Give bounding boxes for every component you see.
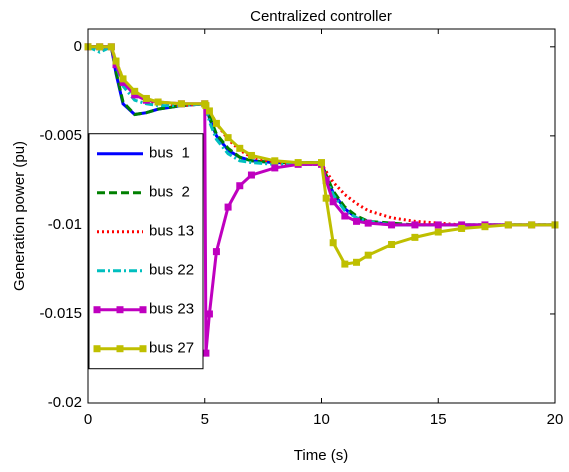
- legend-box: [88, 133, 204, 370]
- legend-label: bus 27: [149, 340, 194, 357]
- legend-label: bus 1: [149, 145, 190, 162]
- point-marker: [458, 221, 466, 229]
- y-tick-label: -0.015: [39, 305, 82, 322]
- y-tick-label: -0.02: [48, 394, 82, 411]
- x-tick-label: 10: [313, 411, 330, 428]
- chart-title: Centralized controller: [250, 8, 392, 25]
- x-tick-label: 0: [84, 411, 92, 428]
- point-marker: [247, 151, 255, 159]
- legend-marker: [116, 306, 124, 314]
- legend-marker: [139, 345, 147, 353]
- point-marker: [341, 212, 349, 220]
- plot-frame: [87, 28, 556, 404]
- point-marker: [322, 176, 330, 184]
- point-marker: [205, 107, 213, 115]
- y-axis-label: Generation power (pu): [11, 141, 28, 291]
- point-marker: [322, 194, 330, 202]
- point-marker: [353, 258, 361, 266]
- legend: bus 1 bus 2 bus 13 bus 22 bus 23 bus 27: [88, 133, 204, 370]
- point-marker: [142, 94, 150, 102]
- point-marker: [481, 223, 489, 231]
- y-tick-label: -0.005: [39, 127, 82, 144]
- legend-label: bus 13: [149, 223, 194, 240]
- point-marker: [119, 75, 127, 83]
- point-marker: [131, 91, 139, 99]
- legend-marker: [93, 306, 101, 314]
- point-marker: [271, 164, 279, 172]
- point-marker: [154, 98, 162, 106]
- point-marker: [388, 240, 396, 248]
- point-marker: [364, 219, 372, 227]
- point-marker: [205, 310, 213, 318]
- point-marker: [112, 57, 120, 65]
- point-marker: [364, 251, 372, 259]
- point-marker: [202, 102, 210, 110]
- point-marker: [107, 43, 115, 51]
- point-marker: [341, 260, 349, 268]
- point-marker: [434, 221, 442, 229]
- point-marker: [224, 134, 232, 142]
- legend-marker: [116, 345, 124, 353]
- legend-label: bus 23: [149, 301, 194, 318]
- legend-marker: [93, 345, 101, 353]
- point-marker: [434, 228, 442, 236]
- point-marker: [329, 198, 337, 206]
- point-marker: [353, 217, 361, 225]
- x-tick-label: 5: [201, 411, 209, 428]
- point-marker: [271, 157, 279, 165]
- point-marker: [236, 182, 244, 190]
- point-marker: [224, 203, 232, 211]
- point-marker: [318, 159, 325, 167]
- point-marker: [294, 159, 302, 167]
- x-axis-label: Time (s): [294, 447, 348, 464]
- y-tick-label: -0.01: [48, 216, 82, 233]
- point-marker: [411, 233, 419, 241]
- point-marker: [388, 221, 396, 229]
- x-tick-label: 15: [430, 411, 447, 428]
- point-marker: [202, 349, 210, 357]
- point-marker: [329, 239, 337, 247]
- point-marker: [131, 87, 139, 95]
- point-marker: [528, 221, 536, 229]
- point-marker: [96, 43, 104, 51]
- point-marker: [212, 119, 220, 127]
- point-marker: [411, 221, 419, 229]
- legend-marker: [139, 306, 147, 314]
- point-marker: [212, 248, 220, 256]
- point-marker: [177, 100, 185, 108]
- point-marker: [119, 78, 127, 86]
- point-marker: [236, 144, 244, 152]
- point-marker: [458, 224, 466, 232]
- legend-label: bus 22: [149, 262, 194, 279]
- x-tick-label: 20: [547, 411, 564, 428]
- legend-label: bus 2: [149, 184, 190, 201]
- point-marker: [247, 171, 255, 179]
- y-tick-label: 0: [74, 38, 82, 55]
- point-marker: [504, 221, 512, 229]
- series-line: [88, 45, 555, 227]
